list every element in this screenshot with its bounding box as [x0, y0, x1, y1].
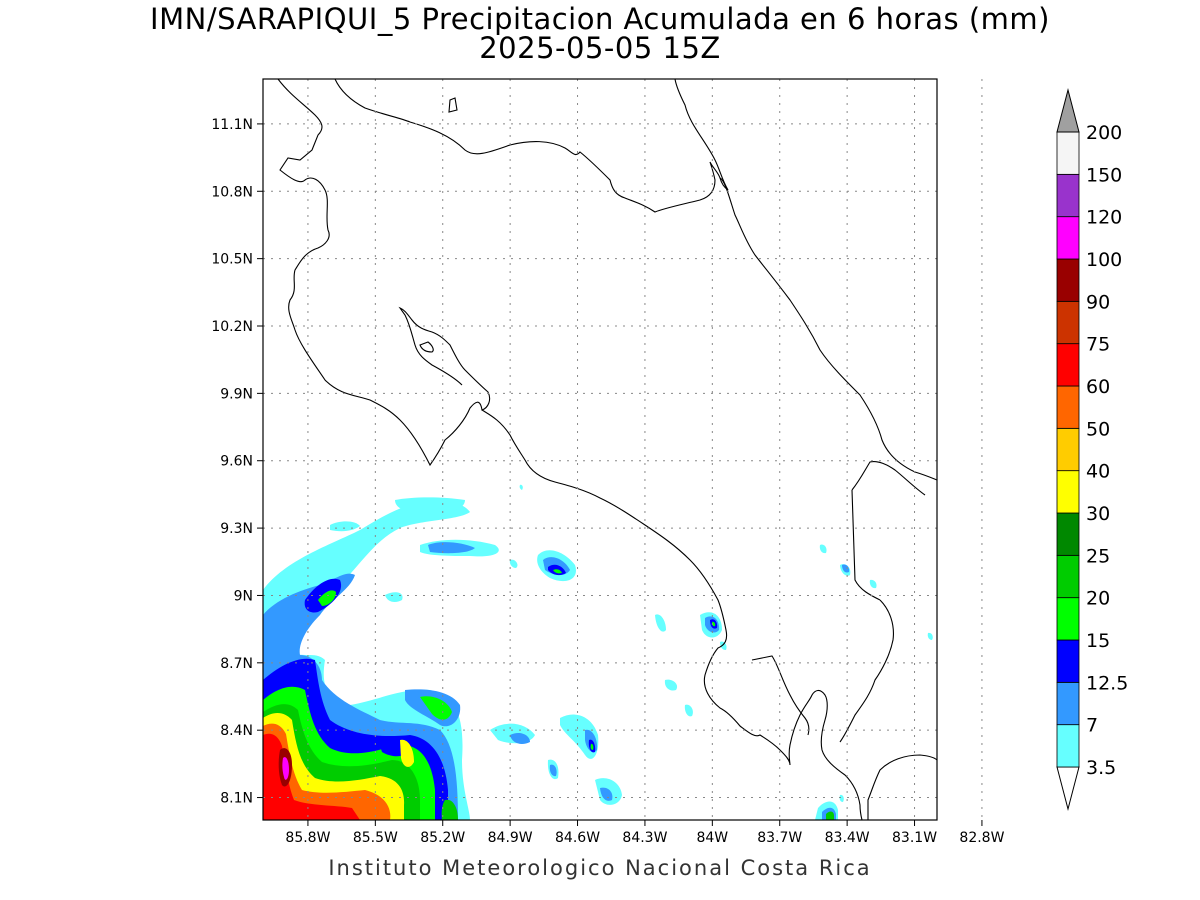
- legend-swatch: [1056, 724, 1080, 768]
- legend-label: 30: [1086, 503, 1110, 525]
- lat-tick-label: 8.7N: [220, 656, 253, 672]
- legend-swatch: [1056, 597, 1080, 641]
- legend-swatch: [1056, 258, 1080, 302]
- legend-label: 90: [1086, 291, 1110, 313]
- chart-subtitle: 2025-05-05 15Z: [479, 31, 721, 65]
- legend-swatch: [1056, 216, 1080, 260]
- legend-swatch: [1056, 639, 1080, 683]
- legend-swatch: [1056, 343, 1080, 387]
- legend-swatch: [1056, 300, 1080, 345]
- coastlines: [277, 79, 937, 820]
- credit-text: Instituto Meteorologico Nacional Costa R…: [328, 856, 872, 880]
- legend-swatch: [1056, 131, 1080, 175]
- legend-label: 3.5: [1086, 757, 1116, 779]
- legend-swatch: [1056, 470, 1080, 514]
- longitude-labels: 85.8W 85.5W 85.2W 84.9W 84.6W 84.3W 84W 83.7W 83…: [285, 820, 1005, 846]
- legend-label: 50: [1086, 418, 1110, 440]
- lon-tick-label: 82.8W: [959, 830, 1004, 846]
- legend-swatch: [1056, 173, 1080, 218]
- lon-tick-label: 84W: [696, 830, 728, 846]
- precip-blob-southwest: [263, 499, 470, 820]
- lat-tick-label: 11.1N: [211, 117, 253, 133]
- legend-label: 120: [1086, 207, 1122, 229]
- lat-tick-label: 10.5N: [211, 252, 253, 268]
- legend-swatch: [1056, 512, 1080, 556]
- gridlines: [263, 79, 983, 820]
- lat-tick-label: 9.9N: [220, 386, 253, 402]
- legend-swatch: [1056, 554, 1080, 599]
- lat-tick-label: 8.4N: [220, 723, 253, 739]
- lon-tick-label: 84.9W: [488, 830, 533, 846]
- lon-tick-label: 84.6W: [555, 830, 600, 846]
- legend-label: 150: [1086, 164, 1122, 186]
- legend-label: 60: [1086, 376, 1110, 398]
- legend-swatch: [1056, 385, 1080, 429]
- precipitation-field: [263, 79, 937, 820]
- legend-overflow-triangle: [1056, 88, 1080, 133]
- legend-swatch: [1056, 681, 1080, 726]
- lon-tick-label: 85.5W: [353, 830, 398, 846]
- lon-tick-label: 84.3W: [622, 830, 667, 846]
- lat-tick-label: 9.3N: [220, 521, 253, 537]
- map-frame: [262, 78, 938, 821]
- legend-label: 7: [1086, 715, 1098, 737]
- lon-tick-label: 83.4W: [825, 830, 870, 846]
- legend-underflow-triangle: [1056, 766, 1080, 811]
- lat-tick-label: 10.8N: [211, 184, 253, 200]
- chart-title: IMN/SARAPIQUI_5 Precipitacion Acumulada …: [150, 2, 1050, 36]
- legend-label: 75: [1086, 334, 1110, 356]
- legend-label: 25: [1086, 545, 1110, 567]
- precip-patches-blue: [428, 542, 850, 820]
- lat-tick-label: 9N: [234, 588, 253, 604]
- legend-label: 100: [1086, 249, 1122, 271]
- latitude-labels: 11.1N 10.8N 10.5N 10.2N 9.9N 9.6N 9.3N 9N 8.7N 8.…: [211, 117, 263, 807]
- lat-tick-label: 9.6N: [220, 454, 253, 470]
- lat-tick-label: 10.2N: [211, 319, 253, 335]
- legend-label: 12.5: [1086, 672, 1128, 694]
- lat-tick-label: 8.1N: [220, 791, 253, 807]
- lon-tick-label: 83.7W: [757, 830, 802, 846]
- lon-tick-label: 85.2W: [420, 830, 465, 846]
- lon-tick-label: 83.1W: [892, 830, 937, 846]
- legend-label: 15: [1086, 630, 1110, 652]
- legend-label: 200: [1086, 122, 1122, 144]
- legend-label: 40: [1086, 461, 1110, 483]
- color-legend: 3.5 7 12.5 15 20 25 30 40 50 60 75 90 100 120 150 200: [1056, 88, 1128, 811]
- lon-tick-label: 85.8W: [285, 830, 330, 846]
- legend-label: 20: [1086, 588, 1110, 610]
- legend-swatch: [1056, 427, 1080, 472]
